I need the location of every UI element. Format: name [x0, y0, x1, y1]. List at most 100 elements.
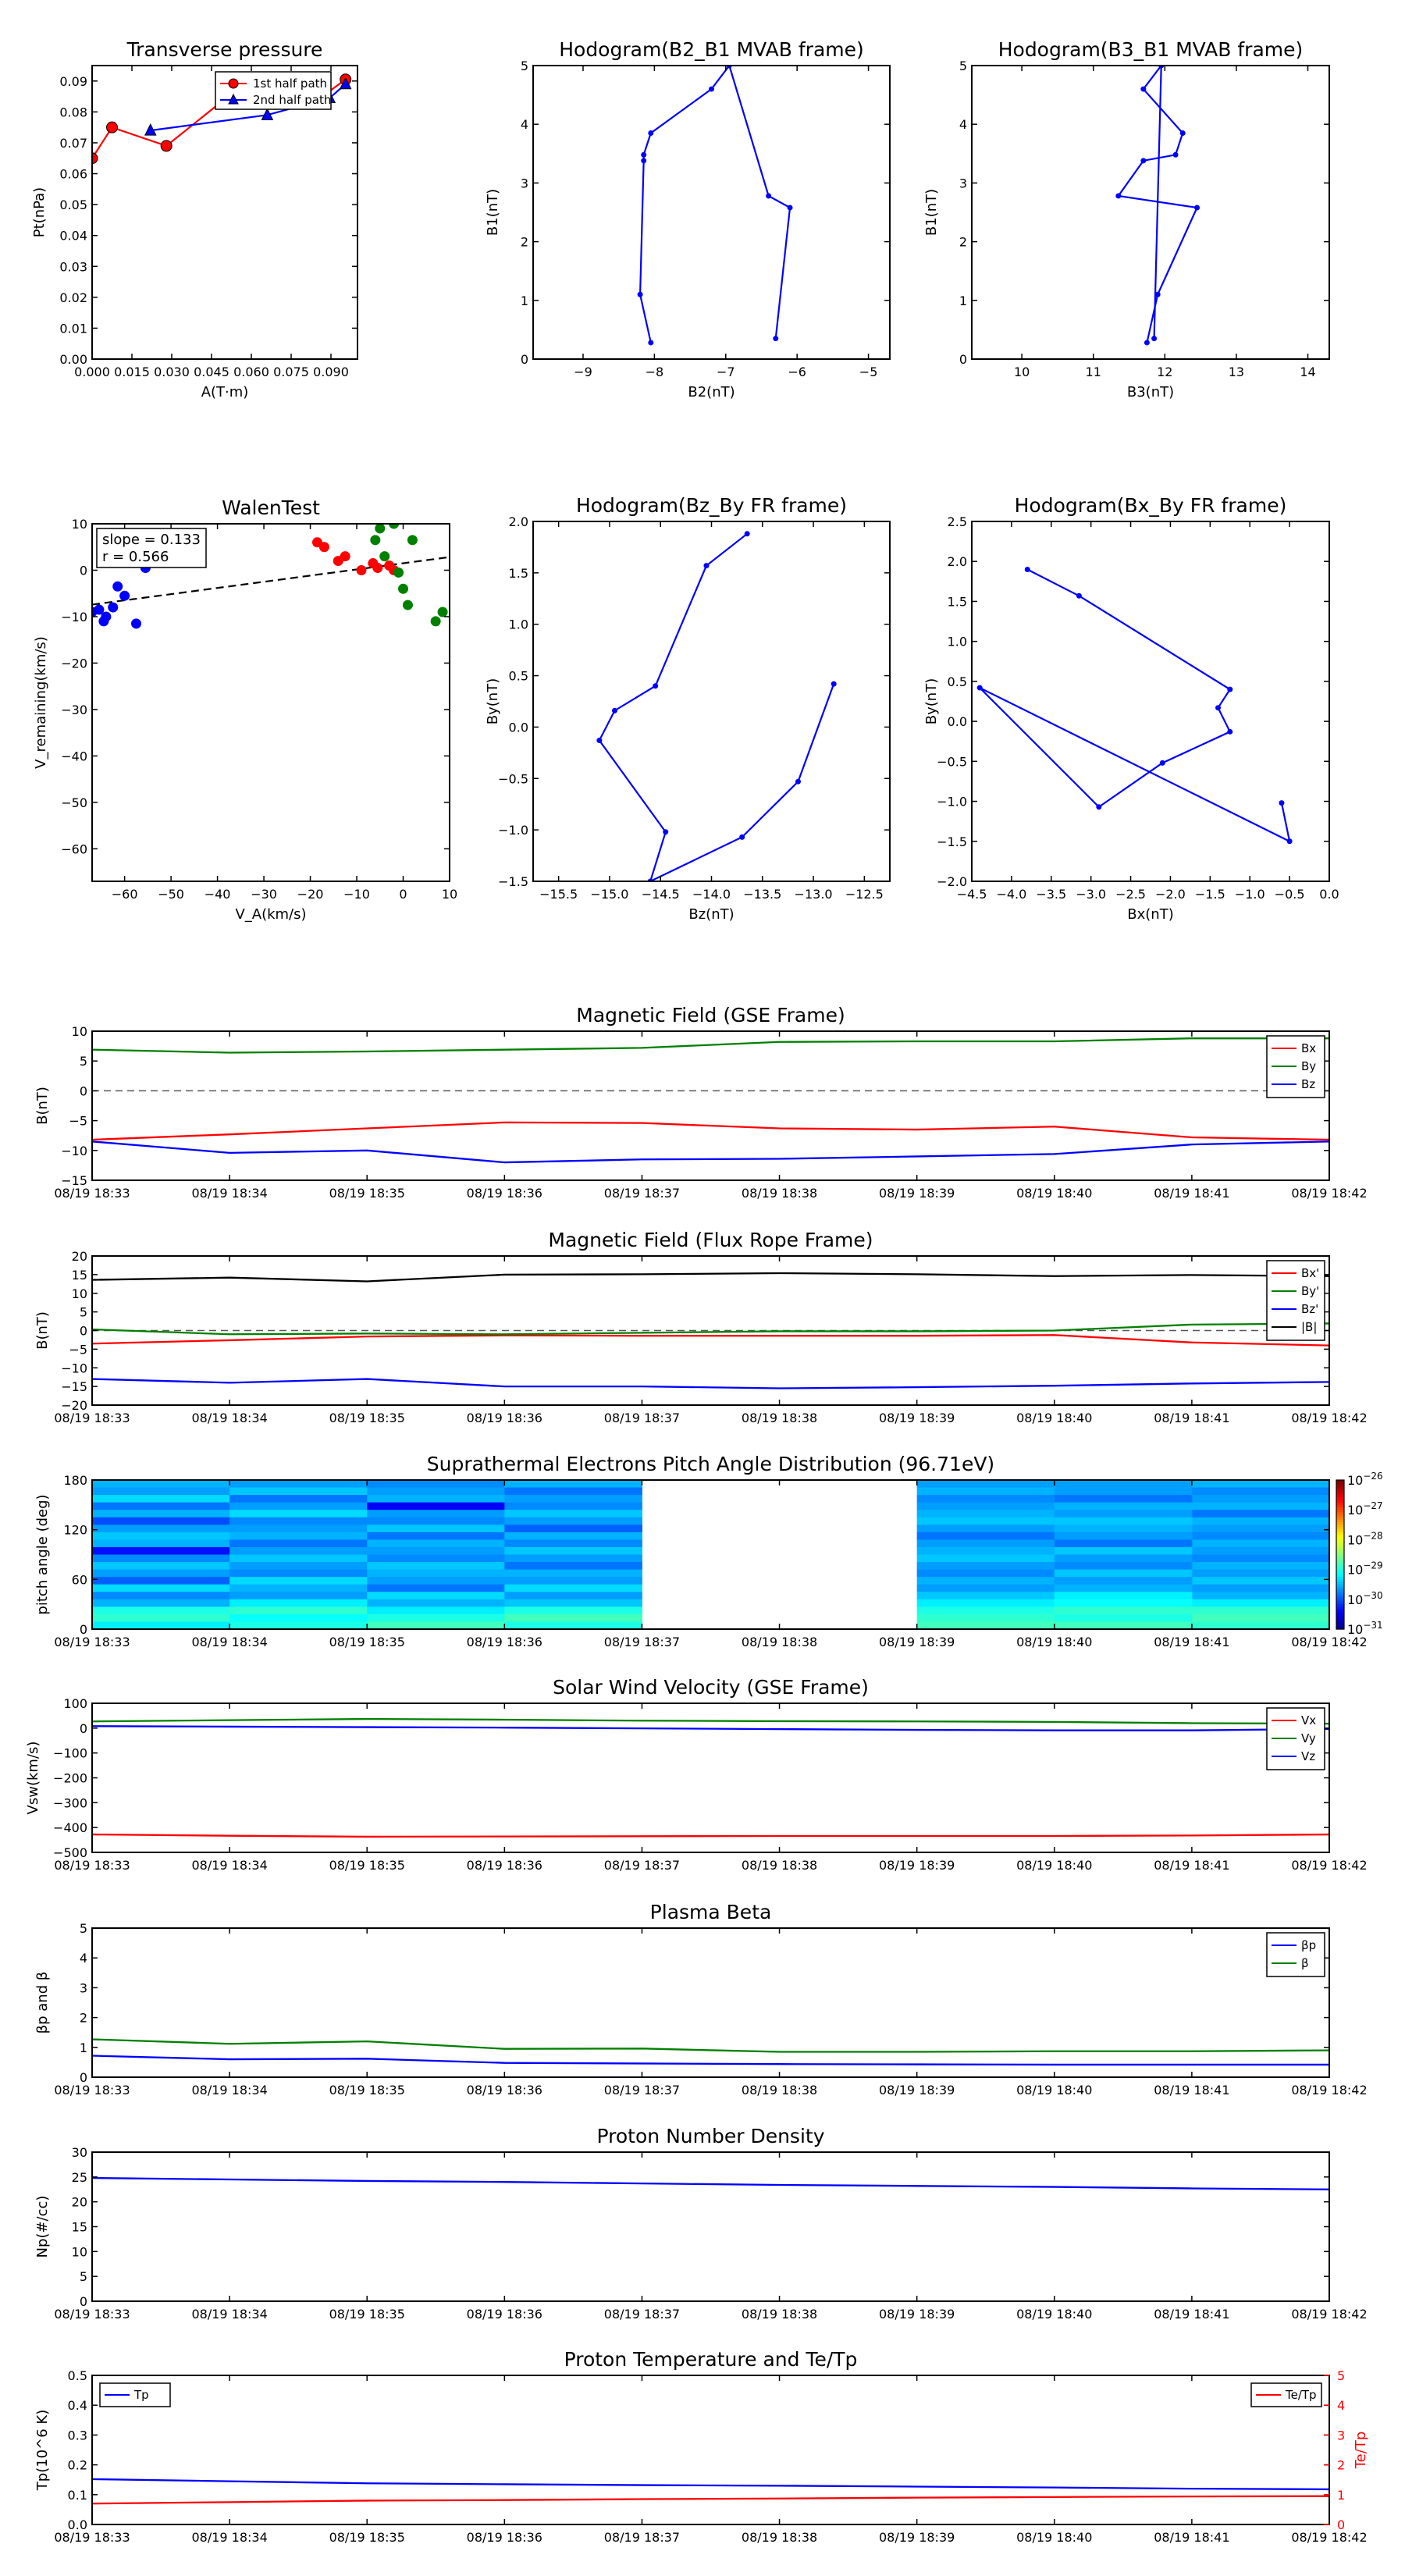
x-tick-label: −14.0 [692, 887, 731, 902]
time-tick-label: 08/19 18:40 [1016, 1635, 1092, 1649]
series-line-By [92, 1037, 1329, 1054]
heatmap-cell [1191, 1502, 1330, 1510]
x-tick-label: −3.5 [1036, 887, 1066, 902]
heatmap-cell [1054, 1495, 1193, 1503]
time-tick-label: 08/19 18:40 [1016, 1411, 1092, 1425]
y-tick-label: 3 [80, 1980, 87, 1995]
x-tick-label: −4.0 [996, 887, 1026, 902]
chart-mag-fr: 08/19 18:33 08/19 18:34 08/19 18:35 08/19 1… [34, 1229, 1368, 1425]
x-tick-label: −15.0 [590, 887, 628, 902]
time-tick-label: 08/19 18:42 [1291, 1858, 1367, 1873]
time-tick-label: 08/19 18:35 [329, 2083, 405, 2097]
y-tick-label: −5 [69, 1342, 87, 1357]
x-tick-label: 0.0 [1319, 887, 1339, 902]
y-tick-label: 0.04 [59, 229, 87, 244]
y-axis-label: By(nT) [923, 678, 940, 724]
heatmap-cell [229, 1554, 368, 1563]
time-tick-label: 08/19 18:35 [329, 1858, 405, 1873]
data-point [1151, 336, 1158, 342]
heatmap-cell [504, 1539, 642, 1548]
legend: Te/Tp [1250, 2382, 1322, 2407]
heatmap-cell [504, 1614, 642, 1622]
y2-tick-label: 1 [1337, 2488, 1345, 2503]
series-line-0 [638, 66, 791, 343]
y2-tick-label: 2 [1337, 2458, 1345, 2473]
time-tick-label: 08/19 18:35 [329, 1635, 405, 1649]
heatmap-cell [229, 1525, 368, 1533]
heatmap-cell [504, 1502, 642, 1510]
time-tick-label: 08/19 18:39 [879, 1858, 955, 1873]
colorbar-step [1336, 1539, 1344, 1543]
x-tick-label: −5 [859, 365, 878, 379]
y-tick-label: 0.0 [509, 720, 528, 735]
plot-frame [91, 1479, 1330, 1630]
colorbar-tick-label: 10−28 [1347, 1530, 1383, 1547]
data-point [92, 152, 98, 165]
colorbar-step [1336, 1512, 1344, 1516]
y-tick-label: 30 [72, 2145, 87, 2160]
heatmap-cell [1054, 1577, 1193, 1585]
heatmap-cell [1191, 1577, 1330, 1585]
data-point [1227, 728, 1233, 735]
heatmap-cell [92, 1614, 230, 1622]
time-tick-label: 08/19 18:33 [54, 1635, 130, 1649]
y-tick-label: −40 [61, 749, 87, 763]
heatmap-cell [367, 1525, 505, 1533]
y-axis-label: βp and β [34, 1972, 51, 2034]
heatmap-cell [504, 1584, 642, 1592]
x-axis-label: Bz(nT) [688, 906, 734, 923]
heatmap-cell [1191, 1584, 1330, 1592]
x-tick-label: −20 [297, 887, 324, 902]
colorbar: 10−26 10−27 10−28 10−29 10−30 10−31 [1336, 1471, 1383, 1637]
colorbar-step [1336, 1599, 1344, 1603]
colorbar-step [1336, 1579, 1344, 1583]
y-axis-label: B1(nT) [485, 189, 501, 236]
heatmap-cell [92, 1510, 230, 1518]
heatmap-cell [367, 1546, 505, 1555]
colorbar-tick-label: 10−26 [1347, 1471, 1383, 1488]
y-tick-label: 3 [521, 176, 528, 190]
y-tick-label: 15 [72, 1268, 87, 1283]
colorbar-step [1336, 1624, 1344, 1628]
chart-pad: 08/19 18:33 08/19 18:34 08/19 18:35 08/19 1… [34, 1453, 1383, 1649]
heatmap-cell [916, 1614, 1055, 1622]
y-tick-label: −400 [53, 1820, 87, 1835]
colorbar-step [1336, 1564, 1344, 1568]
legend-label: |B| [1301, 1320, 1317, 1334]
x-tick-label: −0.5 [1275, 887, 1305, 902]
plot-frame [91, 523, 450, 882]
time-tick-label: 08/19 18:39 [879, 2307, 955, 2322]
y-tick-label: −1.5 [498, 874, 528, 889]
legend-frame [1250, 2382, 1322, 2407]
colorbar-step [1336, 1542, 1344, 1546]
heatmap-cell [1054, 1599, 1193, 1607]
heatmap-cell [1054, 1546, 1193, 1555]
heatmap-cell [1054, 1554, 1193, 1563]
heatmap-cell [1054, 1606, 1193, 1615]
colorbar-tick-label: 10−29 [1347, 1560, 1383, 1578]
y-tick-label: −300 [53, 1795, 87, 1810]
colorbar-step [1336, 1522, 1344, 1525]
colorbar-step [1336, 1559, 1344, 1563]
heatmap-cell [92, 1621, 230, 1630]
legend-label: Tp [133, 2388, 149, 2402]
heatmap-cell [504, 1554, 642, 1563]
x-tick-label: 0 [399, 887, 407, 902]
heatmap-cell [92, 1480, 230, 1489]
heatmap-cell [1191, 1480, 1330, 1489]
data-point [1172, 151, 1179, 158]
y-tick-label: 0 [80, 563, 87, 578]
colorbar-step [1336, 1517, 1344, 1521]
heatmap-cell [92, 1517, 230, 1525]
time-tick-label: 08/19 18:33 [54, 1411, 130, 1425]
y-tick-label: −50 [61, 795, 87, 810]
chart-mag-gse: 08/19 18:33 08/19 18:34 08/19 18:35 08/19 1… [34, 1004, 1368, 1201]
legend: Vx Vy Vz [1266, 1707, 1325, 1770]
plot-marks [976, 566, 1293, 845]
y-tick-label: 1.0 [509, 617, 528, 632]
legend-label: By [1301, 1059, 1316, 1073]
time-tick-label: 08/19 18:38 [742, 1186, 817, 1201]
y-tick-label: −10 [61, 610, 87, 624]
colorbar-step [1336, 1567, 1344, 1571]
